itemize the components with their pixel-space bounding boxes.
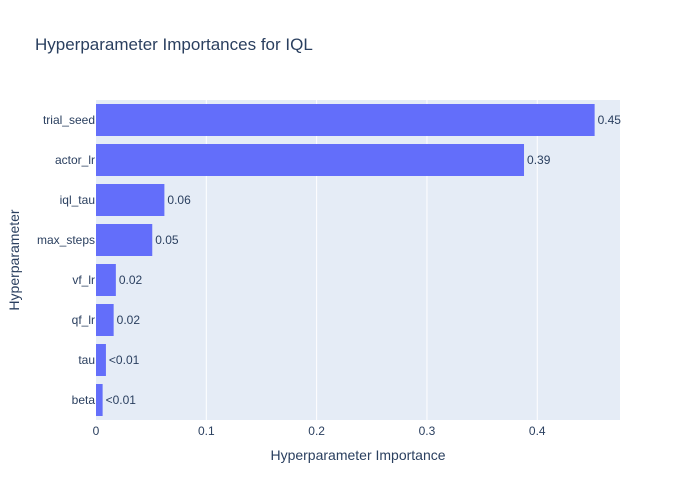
bar-beta bbox=[96, 384, 103, 416]
x-axis-title: Hyperparameter Importance bbox=[270, 447, 445, 463]
y-tick-label: vf_lr bbox=[72, 273, 95, 287]
bar-max_steps bbox=[96, 224, 153, 256]
bar-value-label: 0.06 bbox=[167, 193, 191, 207]
x-tick-labels: 0 0.1 0.2 0.3 0.4 bbox=[93, 424, 546, 438]
bar-vf_lr bbox=[96, 264, 116, 296]
bar-value-labels: 0.45 0.39 0.06 0.05 0.02 0.02 <0.01 <0.01 bbox=[106, 113, 622, 407]
y-tick-label: iql_tau bbox=[60, 193, 95, 207]
x-tick-label: 0.2 bbox=[308, 424, 325, 438]
bar-value-label: <0.01 bbox=[106, 393, 137, 407]
bar-value-label: 0.02 bbox=[119, 273, 143, 287]
bar-tau bbox=[96, 344, 106, 376]
y-tick-label: beta bbox=[72, 393, 96, 407]
bar-trial_seed bbox=[96, 104, 595, 136]
y-tick-label: trial_seed bbox=[43, 113, 95, 127]
bar-value-label: 0.05 bbox=[155, 233, 179, 247]
bar-iql_tau bbox=[96, 184, 165, 216]
bars bbox=[96, 104, 595, 416]
x-tick-label: 0.4 bbox=[529, 424, 546, 438]
y-tick-label: actor_lr bbox=[55, 153, 95, 167]
y-axis-title: Hyperparameter bbox=[6, 209, 22, 310]
y-tick-labels: trial_seed actor_lr iql_tau max_steps vf_lrq… bbox=[37, 113, 95, 407]
bar-value-label: 0.02 bbox=[117, 313, 141, 327]
y-tick-label: tau bbox=[78, 353, 95, 367]
x-tick-label: 0 bbox=[93, 424, 100, 438]
y-tick-label: qf_lr bbox=[72, 313, 95, 327]
x-tick-label: 0.1 bbox=[198, 424, 215, 438]
x-tick-label: 0.3 bbox=[419, 424, 436, 438]
chart-title: Hyperparameter Importances for IQL bbox=[35, 35, 313, 54]
bar-qf_lr bbox=[96, 304, 114, 336]
bar-actor_lr bbox=[96, 144, 525, 176]
bar-value-label: 0.45 bbox=[598, 113, 622, 127]
bar-value-label: 0.39 bbox=[527, 153, 551, 167]
y-tick-label: max_steps bbox=[37, 233, 95, 247]
bar-value-label: <0.01 bbox=[109, 353, 140, 367]
